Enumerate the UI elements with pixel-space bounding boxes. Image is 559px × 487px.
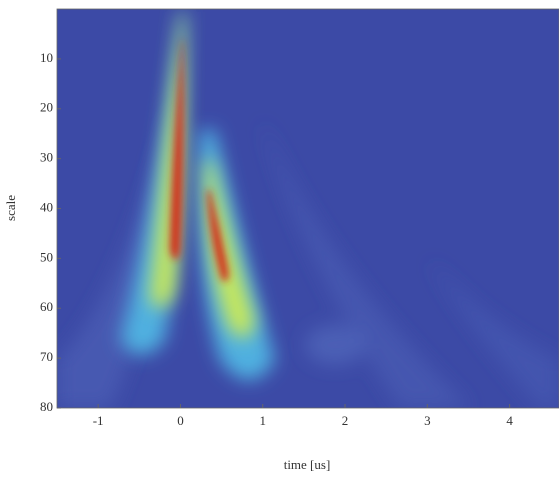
- x-tick-label: 1: [259, 413, 266, 428]
- faint-ridges: [57, 100, 559, 408]
- y-tick-label: 10: [40, 50, 53, 65]
- x-tick-label: 3: [424, 413, 431, 428]
- x-tick-label: 2: [342, 413, 349, 428]
- ridge-core: [170, 40, 229, 282]
- y-tick-label: 40: [40, 199, 53, 214]
- y-tick-label: 30: [40, 150, 53, 165]
- y-tick-label: 80: [40, 399, 53, 414]
- x-tick-label: -1: [93, 413, 104, 428]
- y-tick-label: 50: [40, 249, 53, 264]
- y-tick-label: 20: [40, 100, 53, 115]
- y-tick-label: 70: [40, 349, 53, 364]
- heatmap: [57, 9, 559, 408]
- x-tick-label: 0: [177, 413, 184, 428]
- y-axis-label: scale: [3, 195, 18, 221]
- x-axis-label: time [us]: [284, 457, 331, 472]
- y-tick-label: 60: [40, 299, 53, 314]
- x-tick-label: 4: [506, 413, 513, 428]
